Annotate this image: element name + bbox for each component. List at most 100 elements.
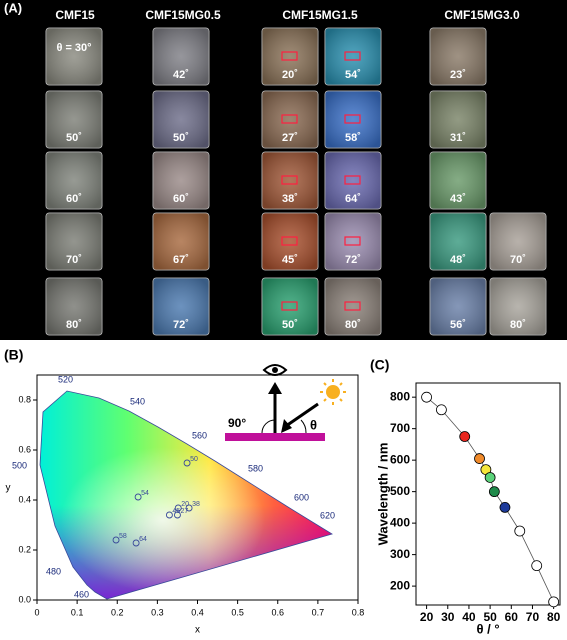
x-tick-label: 0.3	[151, 607, 164, 617]
y-axis-label: y	[6, 483, 11, 494]
angle-label: 45˚	[282, 254, 298, 266]
x-tick-label: 0.7	[312, 607, 325, 617]
angle-arc	[300, 419, 307, 434]
angle-label: 56˚	[450, 319, 466, 331]
photo-sheen	[46, 213, 102, 270]
arrow-head	[268, 382, 282, 394]
x-tick-label: 50	[483, 610, 497, 624]
sample-bar	[225, 433, 325, 441]
x-tick-label: 30	[441, 610, 455, 624]
chromaticity-point	[174, 504, 182, 512]
wavelength-label: 460	[74, 589, 89, 599]
angle-label: 60˚	[66, 193, 82, 205]
angle-label: 72˚	[345, 254, 361, 266]
wavelength-label: 480	[46, 566, 61, 576]
point-label: 27	[180, 508, 188, 515]
chromaticity-point	[134, 493, 142, 501]
y-tick-label: 600	[390, 452, 410, 466]
photo-sheen	[262, 28, 318, 85]
photo-sheen	[490, 278, 546, 335]
angle-label: 42˚	[173, 69, 189, 81]
chromaticity-point	[132, 539, 140, 547]
wavelength-label: 520	[58, 374, 73, 384]
photo-sheen	[46, 91, 102, 148]
data-point	[421, 391, 432, 403]
panel-label: (C)	[370, 357, 389, 373]
point-label: 20	[181, 501, 189, 508]
angle-label: 64˚	[345, 193, 361, 205]
angle-label: 48˚	[450, 254, 466, 266]
x-tick-label: 70	[526, 610, 540, 624]
angle-label: 31˚	[450, 132, 466, 144]
data-point	[436, 404, 447, 416]
y-tick-label: 0.0	[18, 594, 31, 604]
roi-marker	[344, 114, 361, 124]
column-title: CMF15MG3.0	[444, 8, 520, 22]
photo-sheen	[430, 91, 486, 148]
y-tick-label: 0.2	[18, 544, 31, 554]
x-axis-label: θ / °	[476, 621, 499, 636]
chromaticity-point	[112, 536, 120, 544]
data-point	[514, 525, 526, 537]
photo-sheen	[325, 278, 381, 335]
photo-sheen	[153, 152, 209, 209]
photo-sheen	[430, 152, 486, 209]
y-tick-label: 500	[390, 484, 410, 498]
x-tick-label: 0.1	[71, 607, 84, 617]
point-label: 50	[190, 456, 198, 463]
roi-marker	[281, 236, 298, 246]
chromaticity-point	[183, 459, 191, 467]
photo-sheen	[325, 28, 381, 85]
inset-label: θ	[310, 417, 317, 432]
point-label: 38	[192, 501, 200, 508]
wavelength-label: 600	[294, 492, 309, 502]
column-title: CMF15MG0.5	[145, 8, 221, 22]
x-axis-label: x	[195, 625, 200, 636]
inset-geometry: 90° θ	[225, 364, 346, 441]
chromaticity-point	[185, 504, 193, 512]
photo-sheen	[262, 278, 318, 335]
wavelength-label: 560	[192, 430, 207, 440]
angle-label: 27˚	[282, 132, 298, 144]
angle-label: 72˚	[173, 319, 189, 331]
roi-marker	[281, 175, 298, 185]
angle-label: 23˚	[450, 69, 466, 81]
photo-sheen	[262, 152, 318, 209]
angle-label: 58˚	[345, 132, 361, 144]
plots: 0 0.1 0.2 0.3 0.4 0.5 0.6 0.7 0.8 0.0 0.2 0.4 0.6 0.8…	[6, 357, 561, 637]
angle-label: 80˚	[345, 319, 361, 331]
photo-sheen	[325, 152, 381, 209]
photo-sheen	[46, 152, 102, 209]
light-arrow	[285, 402, 319, 428]
photo-sheen	[46, 278, 102, 335]
y-tick-label: 300	[390, 547, 410, 561]
angle-label: 70˚	[66, 254, 82, 266]
point-label: 64	[139, 536, 147, 543]
wavelength-label: 500	[12, 460, 27, 470]
data-point	[531, 560, 543, 572]
angle-label: 38˚	[282, 193, 298, 205]
x-tick-label: 0.2	[111, 607, 124, 617]
wavelength-label: 620	[320, 510, 335, 520]
chromaticity-point	[165, 511, 173, 519]
column-title: CMF15	[55, 8, 95, 22]
inset-label: 90°	[228, 416, 246, 430]
x-tick-label: 40	[462, 610, 476, 624]
point-label: 45	[172, 508, 180, 515]
gamut-white	[39, 390, 333, 600]
angle-label: 50˚	[66, 132, 82, 144]
angle-label: 50˚	[282, 319, 298, 331]
column-title: CMF15MG1.5	[282, 8, 358, 22]
point-label: 58	[119, 533, 127, 540]
photo-sheen	[153, 28, 209, 85]
photo-grid: CMF15 θ = 30° 50˚ 60˚ 70˚ 80˚ CMF15MG0.5 42˚ 50˚…	[45, 8, 547, 336]
y-tick-label: 400	[390, 515, 410, 529]
angle-label: 50˚	[173, 132, 189, 144]
x-tick-label: 0.6	[271, 607, 284, 617]
roi-marker	[344, 236, 361, 246]
data-point	[548, 596, 560, 608]
roi-marker	[281, 51, 298, 61]
photo-sheen	[262, 213, 318, 270]
